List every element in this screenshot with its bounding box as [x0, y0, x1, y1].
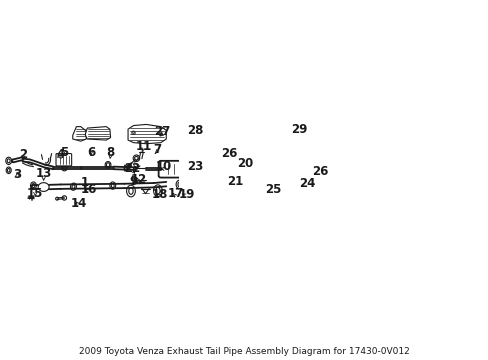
Ellipse shape — [7, 159, 10, 163]
Text: 23: 23 — [187, 160, 203, 173]
Text: 6: 6 — [87, 146, 95, 159]
Ellipse shape — [201, 162, 209, 174]
Ellipse shape — [126, 185, 135, 197]
FancyBboxPatch shape — [56, 154, 72, 166]
Ellipse shape — [6, 167, 11, 174]
Text: 10: 10 — [155, 160, 171, 173]
Text: 3: 3 — [13, 168, 21, 181]
Text: 7: 7 — [153, 143, 161, 156]
Text: 1: 1 — [81, 176, 89, 189]
Ellipse shape — [234, 174, 238, 179]
Text: 15: 15 — [27, 187, 43, 200]
Circle shape — [131, 131, 135, 135]
Ellipse shape — [153, 185, 162, 197]
Ellipse shape — [155, 188, 160, 194]
Text: 5: 5 — [60, 145, 68, 159]
Text: 21: 21 — [227, 175, 243, 188]
Text: 2009 Toyota Venza Exhaust Tail Pipe Assembly Diagram for 17430-0V012: 2009 Toyota Venza Exhaust Tail Pipe Asse… — [79, 347, 409, 356]
Ellipse shape — [63, 166, 66, 170]
Text: 22: 22 — [124, 162, 140, 175]
Ellipse shape — [111, 184, 114, 188]
Ellipse shape — [70, 183, 76, 190]
Text: 26: 26 — [311, 165, 328, 177]
Ellipse shape — [110, 182, 116, 189]
Ellipse shape — [203, 165, 207, 171]
Text: 26: 26 — [221, 147, 237, 160]
Text: 25: 25 — [264, 184, 281, 197]
Ellipse shape — [133, 155, 140, 162]
Text: 14: 14 — [71, 197, 87, 210]
Polygon shape — [73, 127, 86, 141]
Text: 28: 28 — [187, 124, 203, 137]
Ellipse shape — [6, 157, 12, 165]
Ellipse shape — [106, 163, 109, 167]
Ellipse shape — [32, 184, 35, 188]
Circle shape — [132, 132, 134, 134]
Text: 13: 13 — [36, 167, 52, 180]
Ellipse shape — [72, 185, 75, 189]
Text: 20: 20 — [237, 157, 253, 170]
Ellipse shape — [128, 188, 133, 194]
Polygon shape — [85, 127, 110, 140]
Ellipse shape — [134, 157, 138, 160]
Circle shape — [62, 196, 66, 200]
Text: 12: 12 — [131, 172, 147, 185]
Text: 19: 19 — [179, 188, 195, 201]
Circle shape — [56, 197, 59, 200]
FancyBboxPatch shape — [158, 161, 195, 177]
Text: 9: 9 — [129, 175, 137, 188]
Ellipse shape — [178, 182, 181, 187]
Ellipse shape — [221, 181, 224, 187]
Circle shape — [159, 132, 163, 136]
Text: 16: 16 — [81, 183, 97, 196]
Ellipse shape — [61, 165, 67, 171]
Ellipse shape — [219, 180, 226, 189]
Ellipse shape — [30, 182, 36, 189]
Circle shape — [134, 178, 138, 182]
Ellipse shape — [105, 162, 111, 168]
Ellipse shape — [176, 180, 183, 189]
Text: 4: 4 — [57, 148, 65, 161]
Text: 17: 17 — [167, 187, 183, 200]
Text: 27: 27 — [154, 125, 170, 138]
Circle shape — [160, 133, 162, 135]
Text: 29: 29 — [290, 123, 306, 136]
Ellipse shape — [7, 168, 10, 172]
Text: 11: 11 — [135, 140, 151, 153]
Polygon shape — [128, 125, 166, 144]
Text: 8: 8 — [106, 146, 115, 159]
Text: 18: 18 — [152, 188, 168, 201]
Ellipse shape — [232, 171, 240, 181]
Text: 24: 24 — [298, 177, 315, 190]
Text: 2: 2 — [19, 148, 27, 161]
Circle shape — [133, 167, 137, 170]
